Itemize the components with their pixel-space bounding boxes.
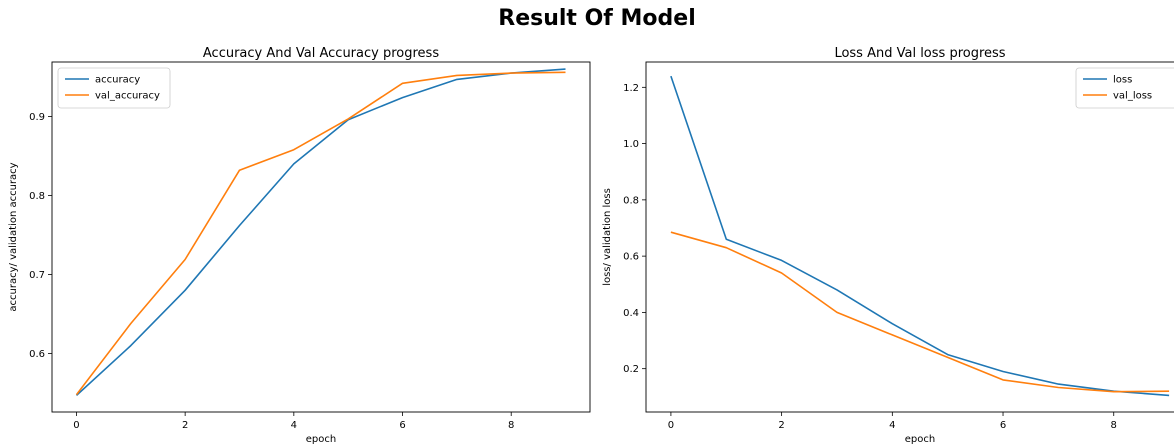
loss-legend: loss val_loss bbox=[1075, 67, 1174, 109]
loss-axes-frame bbox=[645, 61, 1174, 413]
accuracy-x-tick-label: 8 bbox=[508, 420, 514, 431]
loss-y-axis-label: loss/ validation loss bbox=[602, 188, 613, 286]
loss-legend-label: val_loss bbox=[1113, 91, 1152, 102]
accuracy-legend-box bbox=[57, 67, 171, 109]
loss-y-tick-label: 0.4 bbox=[623, 308, 639, 319]
accuracy-y-tick-label: 0.6 bbox=[29, 349, 45, 360]
accuracy-chart-title: Accuracy And Val Accuracy progress bbox=[203, 46, 439, 61]
loss-legend-box bbox=[1075, 67, 1174, 109]
accuracy-y-tick-label: 0.7 bbox=[29, 270, 45, 281]
accuracy-x-tick-label: 2 bbox=[182, 420, 188, 431]
accuracy-legend: accuracy val_accuracy bbox=[57, 67, 171, 109]
loss-y-tick-label: 1.2 bbox=[623, 83, 639, 94]
accuracy-y-axis-label: accuracy/ validation accuracy bbox=[8, 162, 19, 311]
loss-x-axis-label: epoch bbox=[905, 434, 935, 444]
loss-chart-title: Loss And Val loss progress bbox=[834, 46, 1005, 61]
loss-y-tick-label: 0.8 bbox=[623, 195, 639, 206]
accuracy-legend-label: accuracy bbox=[95, 75, 140, 86]
loss-x-tick-label: 8 bbox=[1111, 420, 1117, 431]
accuracy-axes-frame bbox=[51, 61, 591, 413]
accuracy-y-tick-label: 0.9 bbox=[29, 112, 45, 123]
loss-y-tick-label: 1.0 bbox=[623, 139, 639, 150]
loss-x-tick-label: 0 bbox=[668, 420, 674, 431]
loss-series-line-loss bbox=[670, 75, 1170, 397]
accuracy-x-axis-label: epoch bbox=[306, 434, 336, 444]
loss-x-tick-label: 6 bbox=[1000, 420, 1006, 431]
loss-y-tick-label: 0.6 bbox=[623, 252, 639, 263]
accuracy-legend-label: val_accuracy bbox=[95, 91, 160, 102]
loss-x-tick-label: 2 bbox=[778, 420, 784, 431]
accuracy-x-tick-label: 0 bbox=[73, 420, 79, 431]
loss-chart: Loss And Val loss progress 0 2 4 6 8 0.2 0.4 0.6… bbox=[602, 46, 1174, 444]
loss-series-line-val-loss bbox=[670, 231, 1170, 393]
loss-x-tick-label: 4 bbox=[889, 420, 895, 431]
accuracy-x-tick-label: 6 bbox=[399, 420, 405, 431]
accuracy-y-tick-label: 0.8 bbox=[29, 191, 45, 202]
loss-legend-label: loss bbox=[1113, 75, 1132, 86]
accuracy-series-line-accuracy bbox=[75, 68, 566, 396]
figure-title: Result Of Model bbox=[498, 6, 696, 31]
loss-y-tick-label: 0.2 bbox=[623, 364, 639, 375]
accuracy-chart: Accuracy And Val Accuracy progress 0 2 4 6 8 0… bbox=[8, 46, 591, 444]
accuracy-series-line-val-accuracy bbox=[75, 71, 566, 396]
accuracy-x-tick-label: 4 bbox=[291, 420, 297, 431]
